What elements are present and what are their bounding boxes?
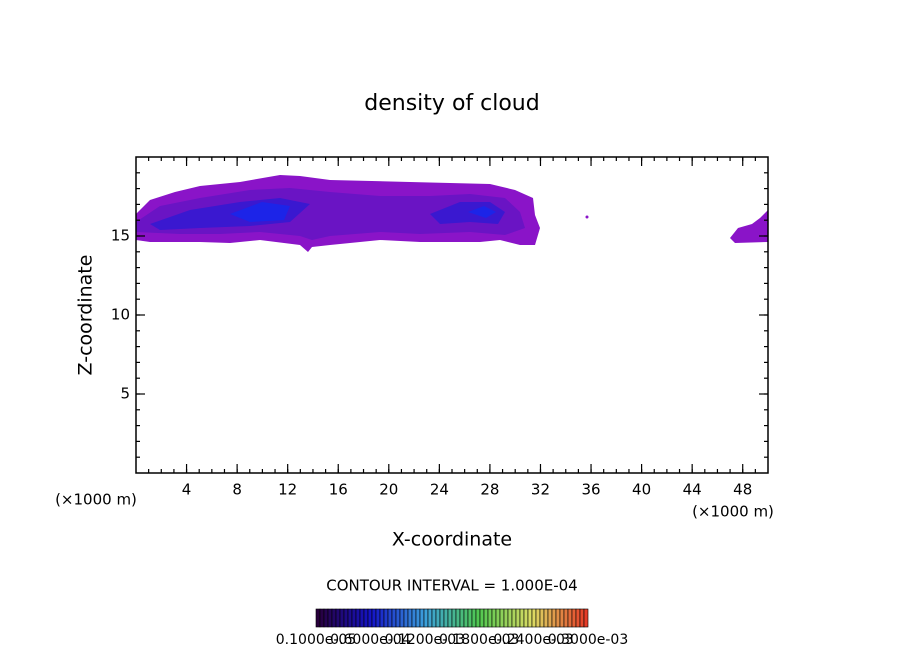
colorbar-cell [463, 608, 469, 628]
x-tick-label: 8 [232, 481, 242, 499]
colorbar-label: 0.1000e-05 [276, 632, 356, 648]
colorbar-cell [483, 608, 489, 628]
colorbar-cell [543, 608, 549, 628]
colorbar-cell [491, 608, 497, 628]
colorbar-cell [387, 608, 393, 628]
colorbar-cell [555, 608, 561, 628]
x-axis-label: X-coordinate [392, 529, 512, 551]
y-axis-label: Z-coordinate [75, 255, 97, 376]
colorbar-cell [531, 608, 537, 628]
colorbar-cell [343, 608, 349, 628]
colorbar-cell [371, 608, 377, 628]
colorbar-cell [511, 608, 517, 628]
colorbar-label: 0.1800e-03 [439, 632, 519, 648]
colorbar-label: 0.6000e-04 [330, 632, 411, 648]
colorbar-cell [323, 608, 329, 628]
colorbar-label: 0.1200e-03 [385, 632, 465, 648]
colorbar-cell [515, 608, 521, 628]
colorbar-label: 0.3000e-03 [548, 632, 628, 648]
colorbar-cell [399, 608, 405, 628]
x-tick-label: 36 [581, 481, 600, 499]
y-tick-label: 10 [111, 306, 130, 324]
colorbar-cell [539, 608, 545, 628]
colorbar-cell [507, 608, 513, 628]
y-tick-label: 15 [111, 227, 130, 245]
colorbar-cell [575, 608, 581, 628]
colorbar-cell [363, 608, 369, 628]
colorbar-cell [567, 608, 573, 628]
colorbar-cell [527, 608, 533, 628]
colorbar-cell [519, 608, 525, 628]
x-tick-label: 44 [683, 481, 702, 499]
colorbar-cell [395, 608, 401, 628]
colorbar-cell [503, 608, 509, 628]
y-tick-label: 5 [120, 385, 130, 403]
colorbar-cell [559, 608, 565, 628]
colorbar-cell [499, 608, 505, 628]
x-tick-label: 28 [480, 481, 499, 499]
colorbar-cell [379, 608, 385, 628]
colorbar-cell [403, 608, 409, 628]
colorbar-cell [335, 608, 341, 628]
x-tick-label: 24 [430, 481, 449, 499]
colorbar-cell [443, 608, 449, 628]
x-tick-label: 12 [278, 481, 297, 499]
colorbar-cell [479, 608, 485, 628]
colorbar-cell [431, 608, 437, 628]
colorbar-cell [415, 608, 421, 628]
colorbar-cell [475, 608, 481, 628]
x-tick-label: 40 [632, 481, 651, 499]
colorbar-cell [327, 608, 333, 628]
y-unit: (×1000 m) [55, 491, 137, 509]
colorbar-cell [447, 608, 453, 628]
colorbar-cell [579, 608, 585, 628]
colorbar-cell [423, 608, 429, 628]
colorbar-cell [391, 608, 397, 628]
colorbar-cell [331, 608, 337, 628]
colorbar-cell [351, 608, 357, 628]
contour-interval: CONTOUR INTERVAL = 1.000E-04 [326, 577, 577, 595]
colorbar-cell [411, 608, 417, 628]
colorbar-cell [407, 608, 413, 628]
colorbar-label: 0.2400e-03 [493, 632, 573, 648]
colorbar-cell [583, 608, 589, 628]
colorbar-cell [459, 608, 465, 628]
colorbar-cell [347, 608, 353, 628]
colorbar-cell [383, 608, 389, 628]
cloud [136, 175, 768, 252]
x-tick-label: 4 [182, 481, 192, 499]
colorbar-cell [419, 608, 425, 628]
chart-title: density of cloud [364, 91, 539, 116]
colorbar-cell [547, 608, 553, 628]
colorbar-cell [359, 608, 365, 628]
colorbar-cell [467, 608, 473, 628]
x-tick-label: 32 [531, 481, 550, 499]
x-tick-label: 16 [329, 481, 348, 499]
colorbar-cell [495, 608, 501, 628]
colorbar-cell [571, 608, 577, 628]
x-tick-label: 20 [379, 481, 398, 499]
colorbar-cell [535, 608, 541, 628]
x-unit: (×1000 m) [692, 503, 774, 521]
colorbar-cell [339, 608, 345, 628]
colorbar-cell [439, 608, 445, 628]
colorbar-cell [471, 608, 477, 628]
colorbar-cell [315, 608, 321, 628]
colorbar-cell [455, 608, 461, 628]
colorbar-cell [487, 608, 493, 628]
colorbar-cell [551, 608, 557, 628]
colorbar-cell [435, 608, 441, 628]
x-tick-label: 48 [733, 481, 752, 499]
colorbar-cell [523, 608, 529, 628]
colorbar-cell [563, 608, 569, 628]
colorbar-cell [451, 608, 457, 628]
colorbar-cell [427, 608, 433, 628]
colorbar-cell [355, 608, 361, 628]
colorbar-cell [375, 608, 381, 628]
colorbar [315, 608, 589, 628]
colorbar-cell [319, 608, 325, 628]
colorbar-cell [367, 608, 373, 628]
